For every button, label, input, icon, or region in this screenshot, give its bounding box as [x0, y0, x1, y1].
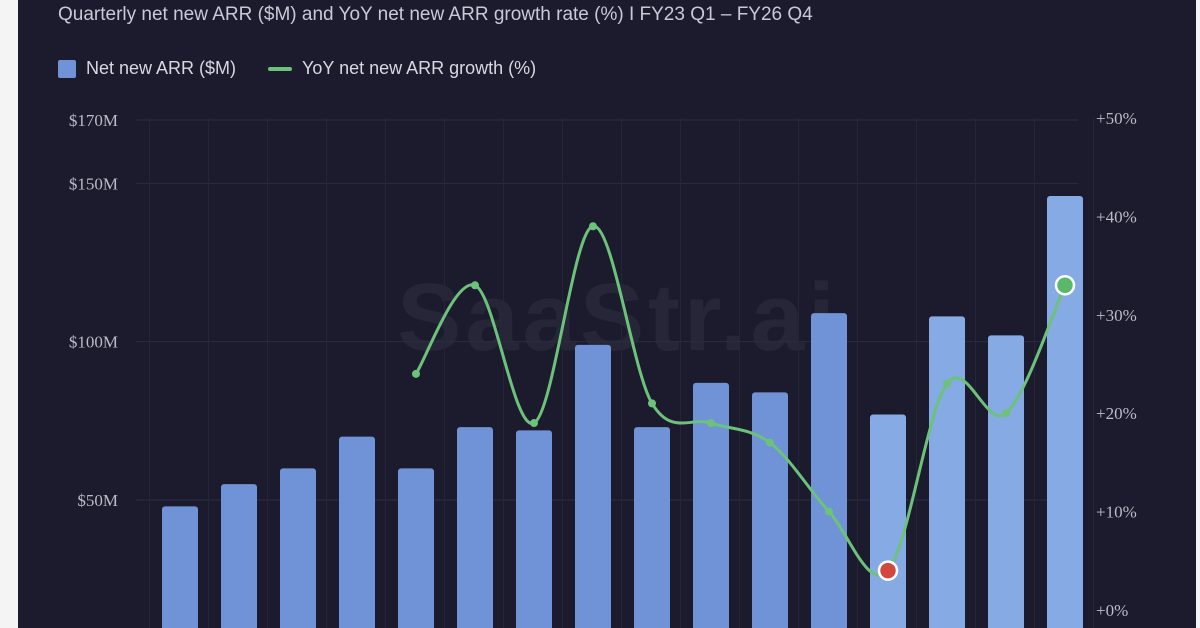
- watermark-text: SaaStr.ai: [397, 264, 839, 371]
- bar: [162, 506, 198, 628]
- bar: [457, 427, 493, 628]
- bar: [752, 392, 788, 628]
- line-point: [471, 281, 479, 290]
- y-right-tick-label: +30%: [1096, 306, 1137, 325]
- chart-card: Quarterly net new ARR ($M) and YoY net n…: [18, 0, 1196, 628]
- bar: [575, 344, 611, 628]
- bar: [634, 427, 670, 628]
- line-point: [825, 507, 833, 516]
- low-point-marker: [877, 560, 899, 581]
- legend-label-bars: Net new ARR ($M): [86, 58, 237, 78]
- line-point: [766, 438, 774, 447]
- y-right-tick-label: +0%: [1096, 601, 1128, 620]
- line-point: [707, 419, 715, 428]
- line-point: [530, 419, 538, 428]
- bar: [988, 335, 1024, 628]
- bar: [693, 382, 729, 628]
- bar: [280, 468, 316, 628]
- chart-title: Quarterly net new ARR ($M) and YoY net n…: [58, 4, 813, 25]
- bar-swatch-icon: [58, 59, 76, 78]
- bar: [516, 430, 552, 628]
- y-right-tick-label: +50%: [1096, 109, 1137, 128]
- y-right-tick-label: +40%: [1096, 207, 1137, 226]
- bar: [398, 468, 434, 628]
- legend-item-line[interactable]: YoY net new ARR growth (%): [268, 58, 536, 79]
- y-left-tick-label: $50M: [77, 491, 118, 510]
- chart-legend: Net new ARR ($M) YoY net new ARR growth …: [58, 58, 568, 79]
- high-point-marker: [1054, 275, 1076, 296]
- y-left-tick-label: $170M: [69, 111, 118, 130]
- growth-line: [414, 224, 1067, 577]
- bar: [870, 414, 906, 628]
- bar: [929, 316, 965, 628]
- bar: [221, 484, 257, 628]
- line-point: [589, 222, 597, 231]
- legend-label-line: YoY net new ARR growth (%): [302, 58, 537, 78]
- line-point: [1002, 409, 1010, 418]
- bar: [339, 436, 375, 628]
- chart-plot: SaaStr.ai $50M $100M $150M $170M +0% +10% +20% +…: [69, 109, 1137, 628]
- line-point: [943, 379, 951, 388]
- y-left-tick-label: $100M: [69, 333, 118, 352]
- y-left-tick-label: $150M: [69, 174, 118, 193]
- line-swatch-icon: [268, 66, 293, 71]
- line-point: [648, 399, 656, 408]
- line-point: [412, 369, 420, 378]
- legend-item-bars[interactable]: Net new ARR ($M): [58, 58, 236, 79]
- bar: [811, 313, 847, 628]
- y-right-tick-label: +20%: [1096, 404, 1137, 423]
- y-right-tick-label: +10%: [1096, 503, 1137, 522]
- bar: [1047, 196, 1083, 628]
